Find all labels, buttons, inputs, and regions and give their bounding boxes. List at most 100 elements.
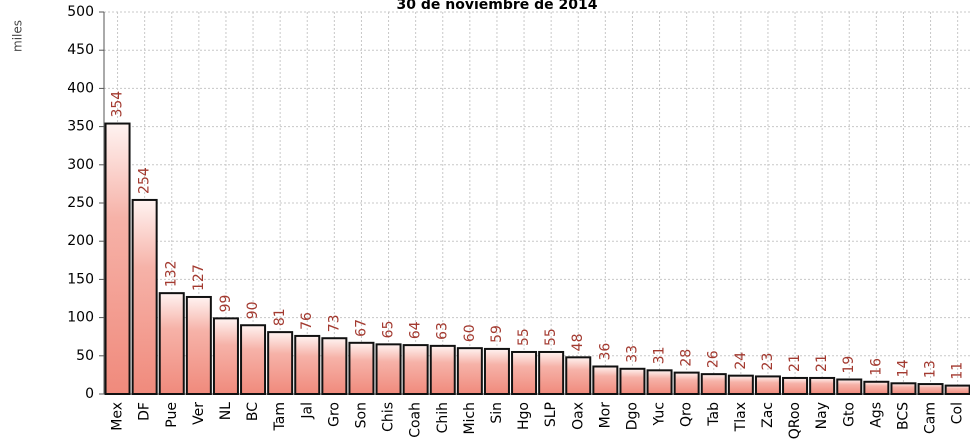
value-label: 65 (381, 321, 397, 339)
bar (646, 369, 673, 396)
x-tick-label: Tab (706, 402, 722, 427)
bar (809, 376, 836, 395)
x-tick-label: Oax (570, 402, 586, 430)
bar (538, 350, 565, 396)
bar (673, 371, 700, 396)
x-tick-label: DF (137, 402, 153, 421)
bar (104, 122, 131, 395)
bar (348, 341, 375, 396)
y-tick-label: 150 (67, 271, 94, 287)
bar (592, 365, 619, 396)
bar (267, 331, 294, 395)
value-label: 76 (299, 312, 315, 330)
bar (158, 292, 185, 396)
value-label: 14 (895, 359, 911, 377)
value-label: 59 (489, 325, 505, 343)
value-label: 64 (408, 321, 424, 339)
value-label: 60 (462, 324, 478, 342)
x-tick-label: Ags (868, 402, 884, 428)
bar (944, 384, 970, 396)
y-tick-label: 450 (67, 42, 94, 58)
x-tick-label: Col (950, 402, 966, 424)
x-tick-label: Mich (462, 402, 478, 435)
x-tick-label: Ver (191, 402, 207, 425)
x-tick-label: Coah (408, 402, 424, 438)
bar (131, 198, 158, 395)
bar (863, 380, 890, 396)
value-label: 16 (868, 358, 884, 376)
x-tick-label: BC (245, 402, 261, 421)
chart-title: 30 de noviembre de 2014 (397, 0, 598, 13)
value-label: 31 (652, 346, 668, 364)
x-tick-label: Jal (299, 402, 315, 420)
x-tick-label: Tlax (733, 402, 749, 432)
bar (890, 382, 917, 395)
x-tick-label: Pue (164, 402, 180, 428)
y-tick-label: 250 (67, 195, 94, 211)
y-axis-label: miles (11, 20, 25, 52)
x-tick-label: Qro (679, 402, 695, 427)
y-tick-label: 500 (67, 4, 94, 20)
bar (700, 373, 727, 395)
x-tick-label: Son (353, 402, 369, 428)
value-label: 132 (164, 260, 180, 287)
value-label: 36 (597, 343, 613, 361)
value-label: 33 (624, 345, 640, 363)
x-tick-label: Gto (841, 402, 857, 427)
value-label: 67 (353, 319, 369, 337)
bar (375, 343, 402, 395)
x-tick-label: Gro (326, 402, 342, 427)
y-tick-label: 350 (67, 119, 94, 135)
bar (240, 324, 267, 395)
value-label: 19 (841, 356, 857, 374)
value-label: 55 (543, 328, 559, 346)
value-label: 21 (814, 354, 830, 372)
value-label: 81 (272, 308, 288, 326)
bar (483, 347, 510, 396)
y-tick-label: 0 (85, 386, 94, 402)
x-tick-label: Mor (597, 402, 613, 429)
value-label: 11 (950, 362, 966, 380)
x-tick-label: Nay (814, 402, 830, 429)
x-tick-label: Sin (489, 402, 505, 424)
x-tick-label: BCS (895, 402, 911, 430)
y-tick-label: 200 (67, 233, 94, 249)
value-label: 73 (326, 314, 342, 332)
bar (782, 376, 809, 395)
x-tick-label: NL (218, 402, 234, 420)
x-tick-label: QRoo (787, 402, 803, 439)
value-label: 90 (245, 301, 261, 319)
bar (836, 378, 863, 396)
bar (754, 375, 781, 396)
value-label: 21 (787, 354, 803, 372)
x-tick-label: Tam (272, 402, 288, 431)
x-tick-label: Yuc (652, 402, 668, 427)
value-label: 26 (706, 350, 722, 368)
value-label: 254 (137, 167, 153, 194)
x-tick-label: Chih (435, 402, 451, 433)
y-tick-label: 300 (67, 157, 94, 173)
value-label: 24 (733, 352, 749, 370)
value-label: 63 (435, 322, 451, 340)
bar (321, 337, 348, 395)
bar (917, 383, 944, 395)
x-tick-label: SLP (543, 402, 559, 427)
value-label: 48 (570, 333, 586, 351)
x-tick-label: Cam (923, 402, 939, 434)
bar (294, 334, 321, 396)
bar (212, 317, 239, 396)
y-tick-label: 400 (67, 80, 94, 96)
x-tick-label: Mex (110, 402, 126, 431)
y-tick-label: 50 (76, 348, 94, 364)
bar (565, 356, 592, 396)
x-tick-label: Chis (381, 402, 397, 432)
value-label: 13 (923, 360, 939, 378)
value-label: 23 (760, 353, 776, 371)
bar (511, 350, 538, 396)
x-tick-label: Hgo (516, 402, 532, 430)
value-label: 55 (516, 328, 532, 346)
y-tick-label: 100 (67, 310, 94, 326)
value-label: 354 (110, 91, 126, 118)
bar (185, 295, 212, 395)
